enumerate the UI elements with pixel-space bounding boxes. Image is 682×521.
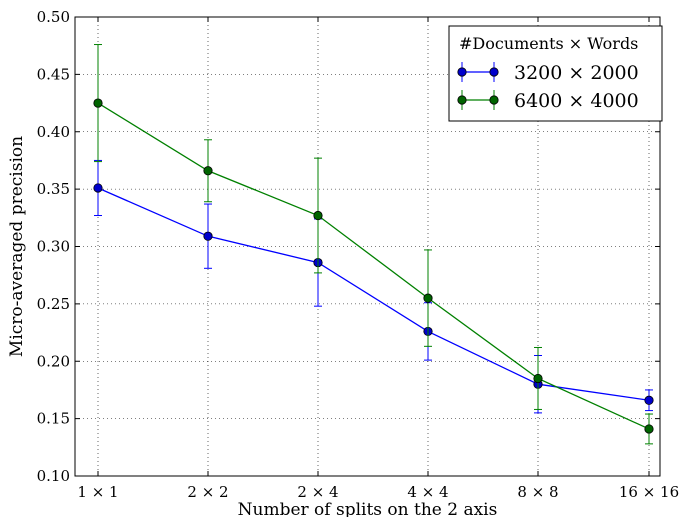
- data-point: [423, 293, 433, 303]
- y-tick-label: 0.30: [37, 238, 70, 256]
- axes: 0.10 0.15 0.20 0.25 0.30 0.35 0.40 0.45 0.50 1 × …: [37, 8, 680, 501]
- series-1: [93, 159, 654, 414]
- y-tick-label: 0.15: [37, 410, 70, 428]
- data-point: [93, 98, 103, 108]
- data-point: [644, 395, 654, 405]
- y-tick-label: 0.25: [37, 295, 70, 313]
- legend-label: 6400 × 4000: [514, 90, 639, 112]
- data-point: [313, 210, 323, 221]
- data-point: [533, 373, 543, 384]
- legend-marker: [457, 67, 467, 77]
- data-point: [644, 424, 654, 434]
- x-tick-label: 4 × 4: [407, 483, 448, 501]
- data-point: [203, 166, 213, 176]
- y-tick-label: 0.45: [37, 65, 70, 83]
- legend-entry-2: 6400 × 4000: [457, 90, 639, 112]
- legend-marker: [489, 67, 499, 77]
- y-tick-label: 0.40: [37, 123, 70, 141]
- legend-box: [448, 25, 663, 122]
- data-point: [203, 231, 213, 241]
- legend-marker: [489, 95, 499, 105]
- legend-title: #Documents × Words: [459, 34, 638, 53]
- x-axis-label: Number of splits on the 2 axis: [238, 500, 498, 517]
- y-tick-label: 0.35: [37, 180, 70, 198]
- y-axis-label: Micro-averaged precision: [7, 136, 27, 357]
- x-tick-label: 2 × 2: [187, 483, 228, 501]
- y-tick-label: 0.20: [37, 352, 70, 370]
- legend-entry-1: 3200 × 2000: [457, 62, 639, 84]
- x-tick-label: 2 × 4: [297, 483, 338, 501]
- legend: #Documents × Words 3200 × 2000 6400 × 400…: [448, 25, 663, 122]
- x-tick-label: 8 × 8: [517, 483, 558, 501]
- legend-entries: 3200 × 2000 6400 × 4000: [457, 62, 639, 112]
- series-line: [97, 102, 650, 430]
- data-point: [93, 183, 103, 193]
- series-layer: [93, 44, 654, 445]
- series-2: [93, 44, 654, 445]
- series-line: [97, 187, 650, 401]
- x-tick-label: 16 × 16: [619, 483, 679, 501]
- y-tick-label: 0.50: [37, 8, 70, 26]
- legend-marker: [457, 95, 467, 105]
- y-tick-label: 0.10: [37, 467, 70, 485]
- x-tick-label: 1 × 1: [77, 483, 118, 501]
- legend-label: 3200 × 2000: [514, 62, 639, 84]
